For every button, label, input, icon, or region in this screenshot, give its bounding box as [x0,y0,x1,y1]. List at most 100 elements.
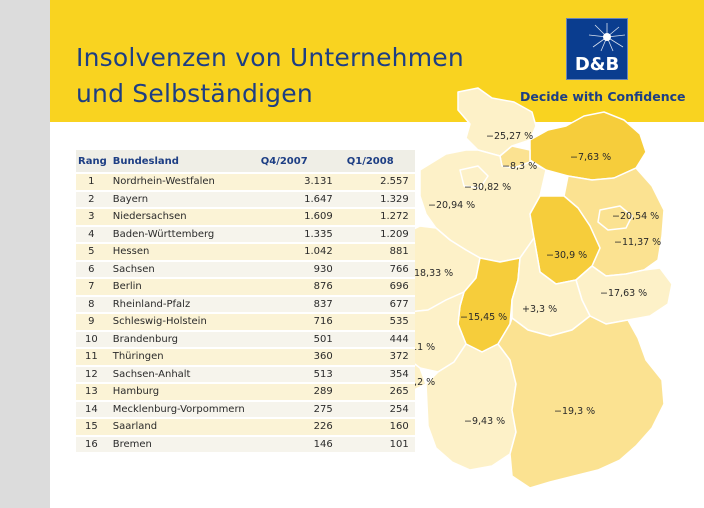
table-row: 16 Bremen 146 101 [76,436,415,454]
cell-q4: 1.647 [252,191,339,209]
label-bayern: −19,3 % [554,406,595,417]
header-bundesland: Bundesland [106,150,253,174]
cell-rang: 15 [76,419,107,437]
cell-rang: 7 [76,279,107,297]
table-row: 14 Mecklenburg-Vorpommern 275 254 [76,401,415,419]
cell-q1: 160 [338,419,415,437]
table-row: 10 Brandenburg 501 444 [76,331,415,349]
cell-q4: 876 [252,279,339,297]
label-sachsen-anhalt: −30,9 % [546,250,587,261]
map-labels: −25,27 % −8,3 % −7,63 % −30,82 % −20,94 … [388,131,661,427]
label-niedersachsen: −20,94 % [428,200,475,211]
table-row: 4 Baden-Württemberg 1.335 1.209 [76,226,415,244]
cell-q1: 881 [338,244,415,262]
cell-bundesland: Schleswig-Holstein [106,314,253,332]
cell-q4: 837 [252,296,339,314]
table-row: 9 Schleswig-Holstein 716 535 [76,314,415,332]
cell-q4: 360 [252,349,339,367]
starburst-logo-icon [588,23,626,52]
cell-q4: 3.131 [252,174,339,192]
cell-bundesland: Thüringen [106,349,253,367]
label-bremen: −30,82 % [464,182,511,193]
cell-q1: 2.557 [338,174,415,192]
label-berlin: −20,54 % [612,211,659,222]
region-bayern [497,315,665,489]
label-thueringen: +3,3 % [522,304,557,315]
label-schleswig-holstein: −25,27 % [486,131,533,142]
cell-bundesland: Mecklenburg-Vorpommern [106,401,253,419]
cell-q1: 1.272 [338,209,415,227]
label-sachsen: −17,63 % [600,288,647,299]
cell-q4: 501 [252,331,339,349]
table-row: 5 Hessen 1.042 881 [76,244,415,262]
label-nordrhein-westfalen: −18,33 % [406,268,453,279]
cell-q1: 254 [338,401,415,419]
cell-bundesland: Hessen [106,244,253,262]
region-bremen [459,165,489,189]
cell-q1: 677 [338,296,415,314]
dnb-logo: D&B [566,18,628,80]
cell-bundesland: Bremen [106,436,253,454]
table-row: 11 Thüringen 360 372 [76,349,415,367]
cell-q1: 101 [338,436,415,454]
cell-bundesland: Sachsen [106,261,253,279]
cell-q4: 1.335 [252,226,339,244]
cell-rang: 4 [76,226,107,244]
table-row: 7 Berlin 876 696 [76,279,415,297]
page-title: Insolvenzen von Unternehmen und Selbstän… [76,40,464,112]
cell-bundesland: Sachsen-Anhalt [106,366,253,384]
cell-q1: 1.329 [338,191,415,209]
cell-bundesland: Bayern [106,191,253,209]
cell-rang: 13 [76,384,107,402]
label-hessen: −15,45 % [460,312,507,323]
cell-bundesland: Rheinland-Pfalz [106,296,253,314]
table-row: 1 Nordrhein-Westfalen 3.131 2.557 [76,174,415,192]
logo-text: D&B [574,54,620,75]
cell-bundesland: Brandenburg [106,331,253,349]
cell-rang: 6 [76,261,107,279]
cell-rang: 5 [76,244,107,262]
header-q4-2007: Q4/2007 [252,150,339,174]
label-hamburg: −8,3 % [502,161,537,172]
cell-q4: 513 [252,366,339,384]
region-mecklenburg-vorpommern [529,111,647,181]
cell-q1: 535 [338,314,415,332]
cell-bundesland: Saarland [106,419,253,437]
cell-rang: 11 [76,349,107,367]
cell-bundesland: Niedersachsen [106,209,253,227]
cell-rang: 9 [76,314,107,332]
cell-q1: 1.209 [338,226,415,244]
cell-rang: 2 [76,191,107,209]
cell-bundesland: Nordrhein-Westfalen [106,174,253,192]
cell-rang: 14 [76,401,107,419]
table-row: 6 Sachsen 930 766 [76,261,415,279]
label-brandenburg: −11,37 % [614,237,661,248]
title-line-2: und Selbständigen [76,79,313,108]
cell-q1: 372 [338,349,415,367]
left-sidebar-strip [0,0,50,508]
region-schleswig-holstein [457,87,537,157]
table-row: 15 Saarland 226 160 [76,419,415,437]
cell-q4: 1.042 [252,244,339,262]
cell-rang: 1 [76,174,107,192]
cell-q4: 930 [252,261,339,279]
label-mecklenburg-vorpommern: −7,63 % [570,152,611,163]
cell-bundesland: Hamburg [106,384,253,402]
cell-rang: 10 [76,331,107,349]
cell-q1: 696 [338,279,415,297]
cell-q4: 289 [252,384,339,402]
region-berlin [597,205,633,231]
label-baden-wuerttemberg: −9,43 % [464,416,505,427]
cell-q4: 716 [252,314,339,332]
ranking-table: Rang Bundesland Q4/2007 Q1/2008 1 Nordrhe… [76,150,415,454]
cell-rang: 3 [76,209,107,227]
table-row: 12 Sachsen-Anhalt 513 354 [76,366,415,384]
cell-q4: 226 [252,419,339,437]
header-q1-2008: Q1/2008 [338,150,415,174]
cell-q1: 354 [338,366,415,384]
title-line-1: Insolvenzen von Unternehmen [76,43,464,72]
cell-bundesland: Baden-Württemberg [106,226,253,244]
header-rang: Rang [76,150,107,174]
